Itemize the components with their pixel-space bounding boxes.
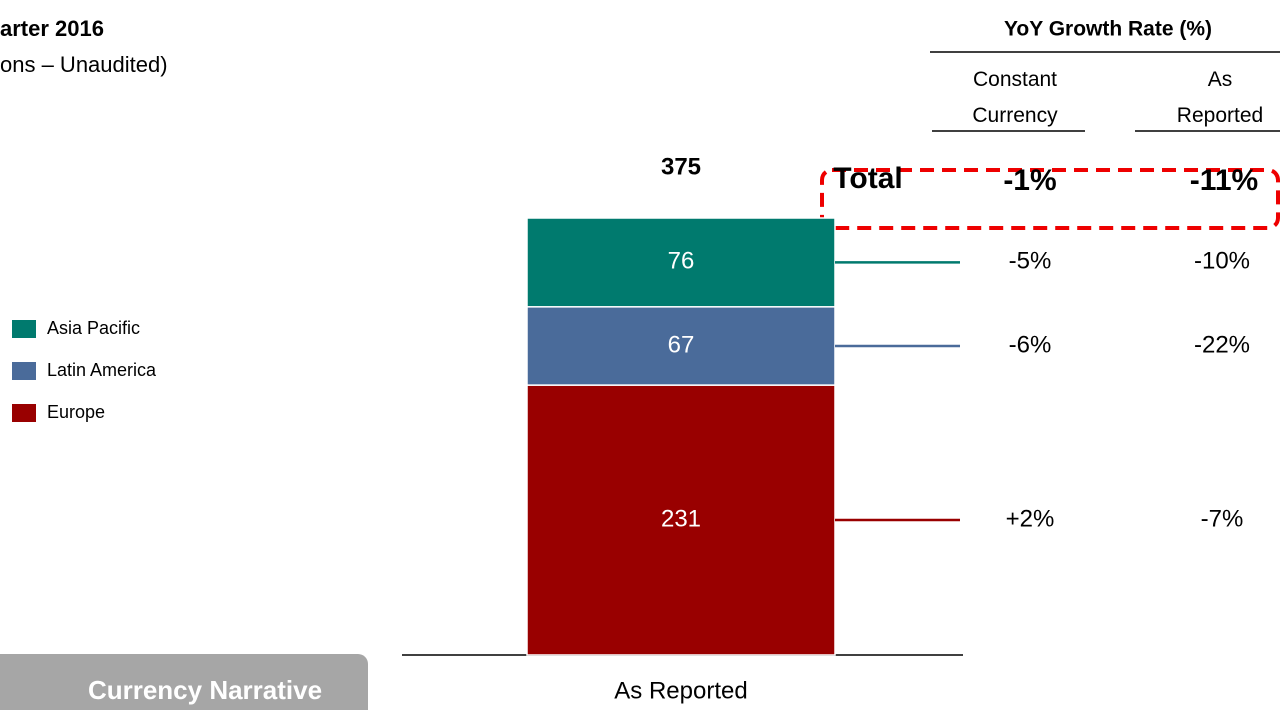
column-header: As Reported bbox=[1177, 68, 1263, 127]
growth-value: -10% bbox=[1194, 248, 1250, 275]
legend-label: Europe bbox=[47, 402, 105, 422]
total-growth: -1% bbox=[1003, 164, 1056, 197]
bar-segment bbox=[526, 384, 836, 656]
value-label: 231 bbox=[661, 505, 701, 532]
legend-label: Latin America bbox=[47, 360, 157, 380]
growth-value: -22% bbox=[1194, 331, 1250, 358]
growth-value: -6% bbox=[1009, 331, 1052, 358]
growth-value: -7% bbox=[1201, 505, 1244, 532]
total-highlight bbox=[820, 168, 1280, 230]
column-header: Constant Currency bbox=[972, 68, 1058, 127]
narrative-button[interactable] bbox=[0, 654, 368, 710]
chart-subtitle: ons – Unaudited) bbox=[0, 52, 168, 77]
legend-label: Asia Pacific bbox=[47, 318, 140, 338]
growth-value: +2% bbox=[1006, 505, 1055, 532]
legend-swatch bbox=[12, 404, 36, 422]
total-label: 375 bbox=[661, 153, 701, 180]
bar-segment bbox=[526, 306, 836, 386]
table-title: YoY Growth Rate (%) bbox=[1004, 18, 1212, 41]
growth-value: -5% bbox=[1009, 248, 1052, 275]
legend-swatch bbox=[12, 362, 36, 380]
total-growth: -11% bbox=[1190, 164, 1258, 197]
chart-title: arter 2016 bbox=[0, 16, 104, 41]
legend-swatch bbox=[12, 320, 36, 338]
total-label: Total bbox=[833, 162, 902, 195]
value-label: 76 bbox=[668, 248, 695, 275]
value-label: 67 bbox=[668, 331, 695, 358]
x-tick-label: As Reported bbox=[614, 677, 747, 704]
bar-segment bbox=[526, 217, 836, 308]
button-label[interactable]: Currency Narrative bbox=[88, 675, 322, 705]
